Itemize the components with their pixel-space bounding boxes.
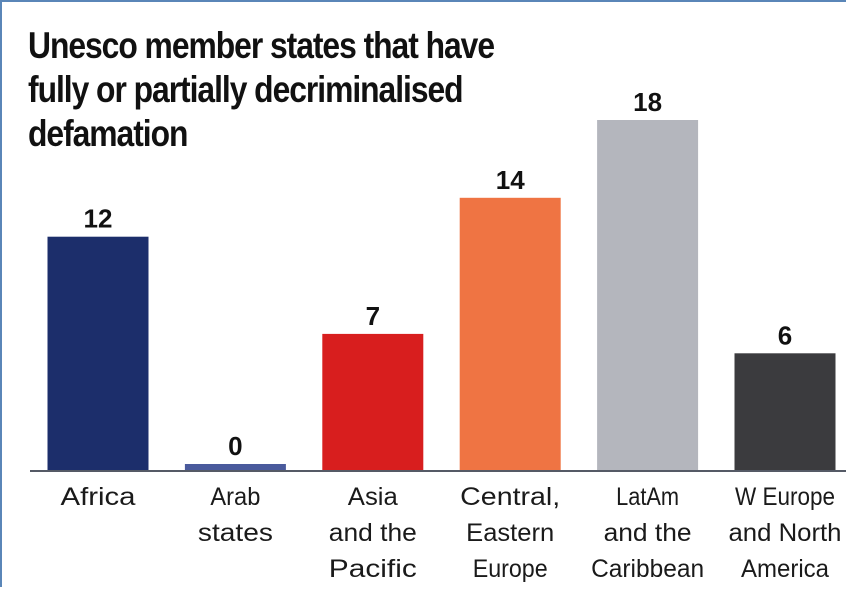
category-label-0-0: Africa (61, 483, 136, 511)
bar-1 (184, 464, 286, 470)
category-label-1-1: states (198, 519, 273, 547)
category-label-3-2: Europe (473, 555, 548, 583)
bar-0 (47, 236, 149, 470)
category-label-5-0: W Europe (735, 483, 835, 511)
value-label-4: 18 (633, 87, 662, 117)
value-label-5: 6 (778, 320, 792, 350)
bar-3 (459, 197, 561, 471)
category-label-5-2: America (741, 555, 829, 583)
category-label-4-2: Caribbean (591, 555, 704, 583)
category-label-3-1: Eastern (466, 519, 554, 547)
bar-5 (734, 353, 836, 470)
category-label-1-0: Arab (210, 483, 260, 511)
category-label-2-2: Pacific (329, 555, 417, 583)
category-label-2-0: Asia (348, 483, 398, 511)
chart-title: Unesco member states that have fully or … (28, 25, 495, 154)
value-label-1: 0 (228, 431, 242, 461)
category-label-3-0: Central, (460, 483, 560, 511)
category-label-4-1: and the (604, 519, 692, 547)
value-label-0: 12 (84, 204, 113, 234)
value-label-3: 14 (496, 165, 525, 195)
value-label-2: 7 (366, 301, 380, 331)
bar-4 (597, 120, 699, 470)
category-label-4-0: LatAm (616, 483, 679, 511)
category-label-5-1: and North (729, 519, 842, 547)
bar-2 (322, 333, 424, 470)
category-label-2-1: and the (329, 519, 417, 547)
